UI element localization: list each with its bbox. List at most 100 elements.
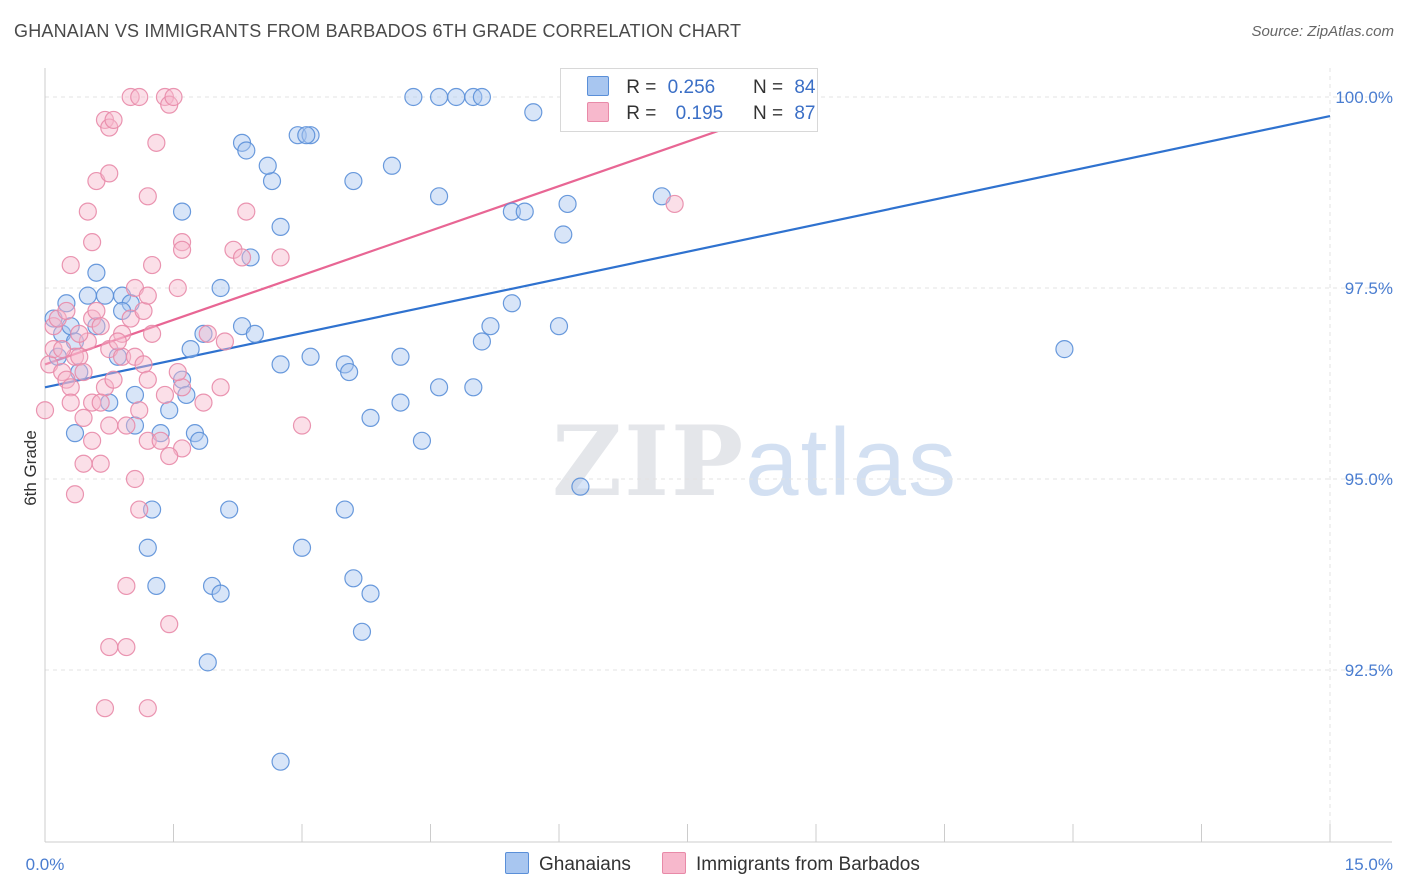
barbados-point [87, 301, 106, 321]
y-tick-label: 92.5% [1345, 661, 1393, 680]
ghanaian-point [502, 202, 521, 221]
barbados-point [168, 278, 187, 298]
barbados-point [138, 370, 157, 389]
barbados-point [104, 370, 123, 389]
barbados-point [665, 194, 684, 214]
ghanaian-point [558, 194, 577, 214]
legend-row-barbados: R = 0.195 N = 87 [587, 102, 815, 126]
ghanaian-point [391, 347, 410, 366]
barbados-point [100, 164, 119, 183]
ghanaian-point [447, 87, 466, 107]
barbados-trend-line [44, 122, 740, 366]
barbados-point [130, 87, 149, 107]
barbados-point [117, 637, 136, 657]
barbados-point [142, 324, 162, 343]
ghanaian-point [429, 187, 449, 206]
ghanaian-point [57, 294, 76, 313]
ghanaian-point [271, 355, 290, 374]
barbados-point [215, 332, 234, 351]
x-tick-label: 0.0% [26, 855, 65, 874]
y-axis-label: 6th Grade [21, 430, 40, 506]
ghanaian-point [181, 340, 200, 359]
barbados-point [74, 408, 93, 427]
ghanaian-point [301, 347, 320, 366]
ghanaian-point [344, 171, 363, 191]
barbados-point [57, 301, 76, 321]
barbados-point [198, 324, 217, 343]
barbados-point [155, 385, 175, 405]
bottom-legend-label: Immigrants from Barbados [696, 854, 920, 875]
barbados-point [78, 202, 97, 221]
barbados-point [134, 355, 153, 374]
barbados-point [104, 110, 123, 130]
barbados-point [61, 393, 80, 412]
ghanaian-point [344, 569, 363, 588]
barbados-point [160, 615, 179, 634]
barbados-point [134, 301, 153, 321]
ghanaian-point [515, 202, 534, 221]
ghanaian-point [198, 653, 217, 672]
barbados-point [61, 378, 80, 397]
barbados-point [70, 324, 89, 343]
barbados-point [108, 332, 127, 351]
ghanaian-point [262, 171, 282, 191]
ghanaian-point [361, 408, 380, 427]
legend-r-value: 0.195 [675, 103, 724, 124]
bottom-legend-barbados: Immigrants from Barbados [662, 852, 920, 876]
chart-title: GHANAIAN VS IMMIGRANTS FROM BARBADOS 6TH… [14, 21, 742, 41]
ghanaian-point [211, 584, 230, 603]
ghanaian-point [78, 286, 97, 305]
legend-r-label: R = [626, 103, 657, 124]
y-tick-label: 97.5% [1345, 279, 1393, 298]
barbados-point [74, 454, 93, 473]
barbados-point [91, 454, 110, 473]
stats-legend: R = 0.256 N = 84 R = 0.195 N = 87 [560, 68, 818, 132]
ghanaian-point [147, 576, 166, 596]
bottom-legend-swatch-blue [505, 852, 529, 874]
ghanaian-point [172, 202, 192, 221]
tick-labels: 92.5% 95.0% 97.5% 100.0% 0.0% 15.0% [26, 88, 1393, 874]
ghanaian-point [391, 393, 410, 412]
axes [44, 68, 1392, 843]
barbados-point [125, 469, 145, 489]
ghanaian-point [297, 126, 316, 145]
barbados-point [53, 340, 72, 359]
bottom-legend-swatch-pink [662, 852, 686, 874]
legend-row-ghanaians: R = 0.256 N = 84 [587, 76, 815, 100]
barbados-point [70, 347, 89, 366]
barbados-point [172, 240, 192, 259]
ghanaian-point [464, 378, 483, 397]
y-tick-label: 95.0% [1345, 470, 1393, 489]
legend-n-label: N = [752, 77, 784, 98]
legend-swatch-blue [587, 76, 609, 96]
ghanaian-point [571, 477, 590, 496]
ghanaian-point [524, 103, 543, 122]
ghanaian-point [87, 263, 106, 282]
legend-n-label: N = [752, 103, 784, 124]
ghanaian-point [271, 217, 290, 236]
ghanaian-point [301, 126, 320, 145]
legend-r-label: R = [626, 77, 657, 98]
barbados-point [61, 255, 80, 275]
ghanaian-point [481, 317, 500, 336]
barbados-point [164, 87, 183, 107]
barbados-point [237, 202, 256, 221]
barbados-point [65, 485, 85, 504]
barbados-point [292, 416, 312, 435]
barbados-point [83, 233, 102, 252]
ghanaian-point [549, 317, 569, 336]
ghanaian-point [554, 225, 573, 244]
ghanaian-point [502, 294, 521, 313]
barbados-point [168, 362, 187, 382]
ghanaian-point [404, 87, 423, 107]
ghanaian-point [237, 141, 256, 160]
ghanaian-point [138, 538, 157, 557]
barbados-point [172, 378, 192, 397]
watermark: ZIPatlas [552, 405, 958, 518]
ghanaian-point [194, 324, 213, 343]
barbados-point [147, 133, 166, 152]
ghanaian-point [429, 87, 449, 107]
ghanaian-point [190, 431, 209, 450]
ghanaian-point [361, 584, 380, 603]
